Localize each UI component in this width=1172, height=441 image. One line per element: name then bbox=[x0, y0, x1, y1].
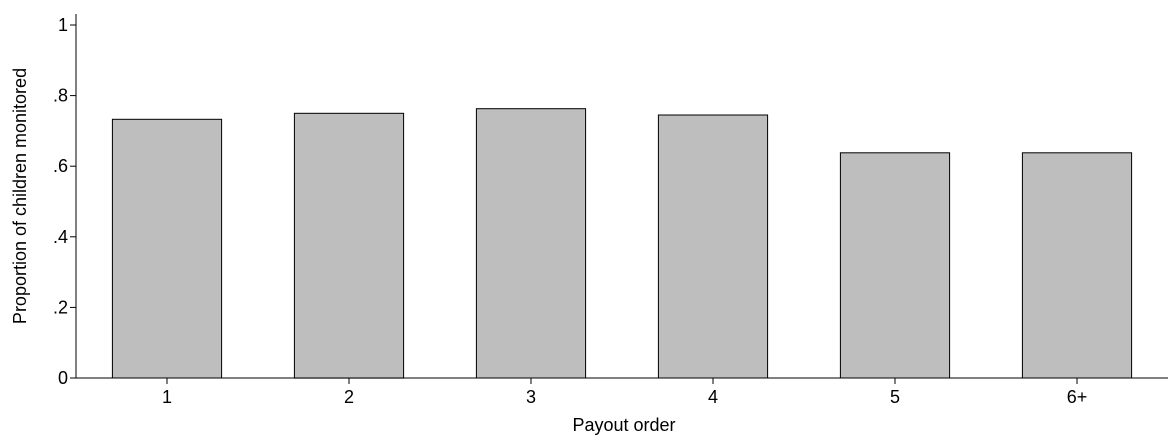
bar-3 bbox=[475, 108, 587, 379]
bar-1 bbox=[111, 118, 223, 379]
x-tick-label: 2 bbox=[344, 387, 354, 407]
x-tick-label: 3 bbox=[526, 387, 536, 407]
bar-5 bbox=[839, 152, 951, 379]
x-tick-label: 6+ bbox=[1067, 387, 1088, 407]
x-tick-label: 1 bbox=[162, 387, 172, 407]
bar-6+ bbox=[1021, 152, 1133, 379]
x-axis-title: Payout order bbox=[572, 415, 675, 435]
y-tick-label: .2 bbox=[53, 297, 68, 317]
y-tick-label: 0 bbox=[58, 368, 68, 388]
y-tick-label: .6 bbox=[53, 156, 68, 176]
bar-2 bbox=[293, 112, 405, 379]
x-tick-label: 5 bbox=[890, 387, 900, 407]
bar-4 bbox=[657, 114, 769, 379]
y-tick-label: .4 bbox=[53, 227, 68, 247]
y-tick-label: 1 bbox=[58, 15, 68, 35]
y-axis: 0 .2 .4 .6 .8 1 bbox=[53, 14, 77, 388]
x-axis: 1 2 3 4 5 6+ bbox=[76, 377, 1168, 407]
y-tick-label: .8 bbox=[53, 86, 68, 106]
y-axis-title: Proportion of children monitored bbox=[10, 68, 30, 324]
x-tick-label: 4 bbox=[708, 387, 718, 407]
bars-group bbox=[111, 108, 1133, 379]
